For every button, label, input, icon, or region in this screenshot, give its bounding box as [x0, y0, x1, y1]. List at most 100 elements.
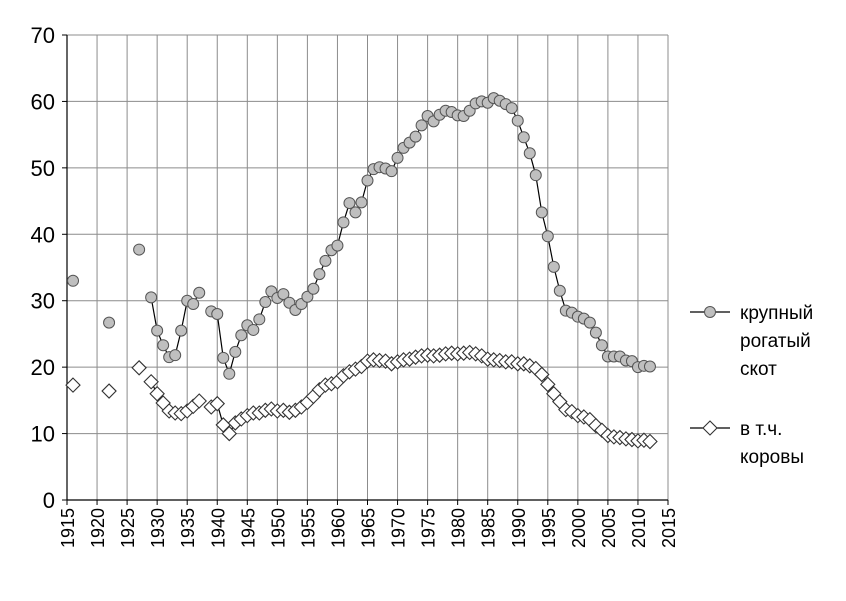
legend-label: рогатый	[740, 331, 811, 352]
data-point	[133, 243, 146, 256]
data-point	[211, 308, 224, 320]
data-point	[67, 274, 80, 287]
x-tick-label: 2005	[599, 508, 619, 548]
data-point	[191, 393, 207, 409]
data-point	[187, 298, 200, 311]
data-point	[301, 290, 314, 303]
x-tick-label: 1930	[148, 508, 168, 548]
y-tick-label: 60	[31, 89, 55, 114]
data-point	[343, 197, 356, 210]
data-point	[409, 130, 422, 143]
data-point	[337, 216, 350, 229]
data-point	[331, 239, 344, 252]
y-tick-label: 30	[31, 289, 55, 314]
data-point	[235, 329, 248, 342]
x-tick-label: 1975	[419, 508, 439, 548]
series-layer	[65, 92, 658, 450]
data-point	[529, 169, 542, 182]
x-tick-label: 1925	[118, 508, 138, 548]
data-point	[131, 360, 147, 376]
x-tick-label: 2015	[659, 508, 679, 548]
legend: крупный рогатый скот в т.ч. коровы	[690, 303, 813, 468]
data-point	[391, 151, 404, 164]
data-point	[221, 425, 238, 442]
data-point	[505, 102, 518, 115]
data-point	[143, 373, 159, 390]
data-point	[535, 206, 548, 219]
y-tick-label: 20	[31, 355, 55, 380]
data-point	[103, 316, 116, 329]
data-point	[415, 119, 428, 132]
data-point	[511, 114, 524, 127]
x-tick-label: 1955	[298, 508, 318, 548]
data-point	[313, 268, 326, 281]
data-point	[583, 316, 596, 329]
legend-label: крупный	[740, 303, 813, 324]
x-tick-label: 1935	[178, 508, 198, 548]
y-axis-ticks: 0 10 20 30 40 50 60 70	[31, 23, 67, 513]
y-tick-label: 40	[31, 222, 55, 247]
y-tick-label: 50	[31, 156, 55, 181]
data-point	[534, 366, 550, 383]
data-point	[229, 345, 242, 358]
data-point	[175, 324, 188, 337]
series-2	[65, 344, 658, 450]
data-point	[101, 383, 117, 399]
data-point	[523, 147, 536, 160]
data-point	[541, 230, 554, 243]
data-point	[247, 323, 260, 336]
y-tick-label: 10	[31, 422, 55, 447]
data-point	[642, 433, 658, 450]
legend-label: в т.ч.	[740, 419, 782, 440]
data-point	[193, 286, 206, 299]
data-point	[277, 288, 290, 301]
data-point	[361, 174, 374, 187]
data-point	[355, 196, 368, 209]
data-point	[209, 395, 226, 412]
x-tick-label: 2010	[629, 508, 649, 548]
data-point	[385, 165, 398, 178]
x-tick-label: 1980	[449, 508, 469, 548]
data-point	[307, 282, 320, 295]
x-tick-label: 1950	[268, 508, 288, 548]
x-tick-label: 2000	[569, 508, 589, 548]
x-tick-label: 1965	[359, 508, 379, 548]
series-1	[67, 92, 656, 380]
data-point	[643, 360, 656, 373]
x-tick-label: 1990	[509, 508, 529, 548]
data-point	[517, 131, 530, 144]
data-point	[149, 385, 165, 402]
data-point	[217, 351, 230, 364]
data-point	[253, 313, 266, 326]
x-tick-label: 1995	[539, 508, 559, 548]
x-tick-label: 1970	[389, 508, 409, 548]
x-tick-label: 1960	[328, 508, 348, 548]
data-point	[65, 377, 81, 393]
data-point	[145, 291, 158, 304]
x-tick-label: 1920	[88, 508, 108, 548]
data-point	[540, 376, 556, 393]
data-point	[151, 324, 164, 337]
data-point	[349, 206, 362, 219]
data-point	[589, 326, 602, 339]
data-point	[169, 349, 182, 362]
x-tick-label: 1985	[479, 508, 499, 548]
grid	[66, 34, 669, 501]
legend-label: скот	[740, 359, 777, 380]
data-point	[319, 254, 332, 267]
legend-marker	[702, 420, 718, 436]
y-tick-label: 70	[31, 23, 55, 48]
data-point	[595, 339, 608, 352]
data-point	[553, 284, 566, 297]
data-point	[223, 367, 236, 380]
data-point	[547, 260, 560, 273]
x-tick-label: 1945	[238, 508, 258, 548]
x-tick-label: 1915	[58, 508, 78, 548]
x-tick-label: 1940	[208, 508, 228, 548]
data-point	[259, 296, 272, 309]
y-tick-label: 0	[43, 488, 55, 513]
legend-marker	[704, 306, 716, 318]
legend-label: коровы	[740, 447, 804, 468]
data-point	[157, 339, 170, 352]
